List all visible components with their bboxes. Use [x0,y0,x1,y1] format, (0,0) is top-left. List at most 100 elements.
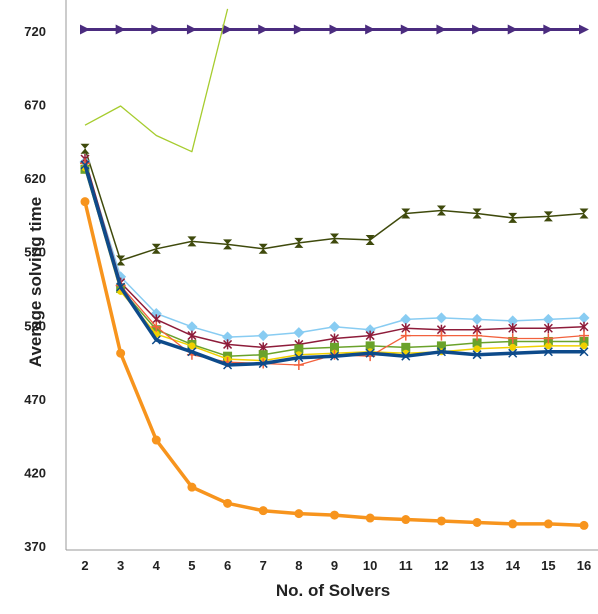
x-tick-label: 11 [399,558,413,573]
y-tick-label: 370 [24,539,46,554]
data-point [223,339,233,350]
x-tick-label: 12 [434,558,448,573]
data-point [187,330,197,341]
data-point [544,342,552,350]
data-point [436,347,446,357]
data-point [222,331,234,343]
x-tick-label: 2 [81,558,88,573]
data-point [365,348,375,358]
data-point [80,24,90,35]
x-tick-label: 8 [295,558,302,573]
data-point [365,234,375,245]
data-point [257,330,269,342]
data-point [330,510,339,520]
data-point [151,335,161,345]
data-point [543,519,553,529]
data-point [579,336,589,346]
data-point [330,233,339,244]
y-tick-label: 470 [24,392,46,407]
x-tick-label: 3 [117,558,124,573]
series-line [83,201,585,528]
data-point [293,360,304,371]
x-tick-label: 15 [541,558,555,573]
tick-labels: 2 3 4 5 6 7 8 9 10 11 12 13 14 15 16 370 420 470 520 570 620… [24,24,591,573]
data-point [329,351,340,361]
data-point [294,237,304,248]
data-point [579,347,589,357]
series-3 [80,143,589,266]
data-point [508,212,518,223]
data-point [294,353,304,363]
x-tick-label: 4 [153,558,161,573]
y-tick-label: 570 [24,245,46,260]
data-point [435,312,447,324]
y-tick-label: 620 [24,171,46,186]
data-point [400,24,411,35]
data-point [80,160,90,170]
data-point [365,24,376,35]
data-point [507,333,518,344]
series-1 [80,24,589,35]
data-point [401,351,411,361]
series-2 [84,8,229,153]
x-tick-label: 10 [363,558,377,573]
data-point [187,482,197,492]
y-tick-label: 420 [24,465,46,480]
data-point [401,208,411,219]
data-point [330,342,339,352]
data-point [222,24,233,35]
data-point [472,338,482,348]
data-point [329,24,340,35]
data-point [186,24,197,35]
data-point [365,330,375,341]
y-tick-label: 520 [24,318,46,333]
data-point [400,313,412,325]
series-line [84,148,585,262]
data-point [293,24,304,35]
data-point [436,24,447,35]
data-point [543,24,554,35]
x-tick-label: 9 [331,558,338,573]
data-point [258,24,269,35]
data-point [543,323,553,334]
data-point [80,143,90,154]
data-point [401,342,411,352]
data-point [509,343,517,351]
x-axis-title: No. of Solvers [276,581,390,600]
data-point [580,342,588,350]
x-tick-label: 7 [260,558,267,573]
data-point [186,321,198,333]
data-point [294,344,304,354]
data-point [187,347,197,357]
data-point [80,197,90,207]
data-point [542,313,554,325]
data-point [223,498,233,508]
data-point [329,321,340,333]
data-point [401,515,411,525]
data-point [258,243,268,254]
data-point [471,313,483,325]
data-point [579,520,589,530]
data-point [436,205,446,216]
data-point [472,24,483,35]
data-point [223,360,233,370]
data-point [579,330,589,341]
data-point [508,519,518,529]
data-point [436,330,447,341]
data-point [116,255,126,266]
data-point [151,435,161,445]
data-point [508,323,518,334]
series-9 [80,160,589,370]
series-10 [80,197,589,530]
data-point [508,348,518,358]
data-point [151,243,161,254]
data-point [294,509,304,519]
data-point [151,24,162,35]
data-point [115,24,126,35]
data-point [507,24,518,35]
data-point [472,517,482,527]
data-point [472,330,483,341]
x-tick-label: 5 [188,558,195,573]
data-point [116,282,126,292]
x-tick-label: 16 [577,558,591,573]
